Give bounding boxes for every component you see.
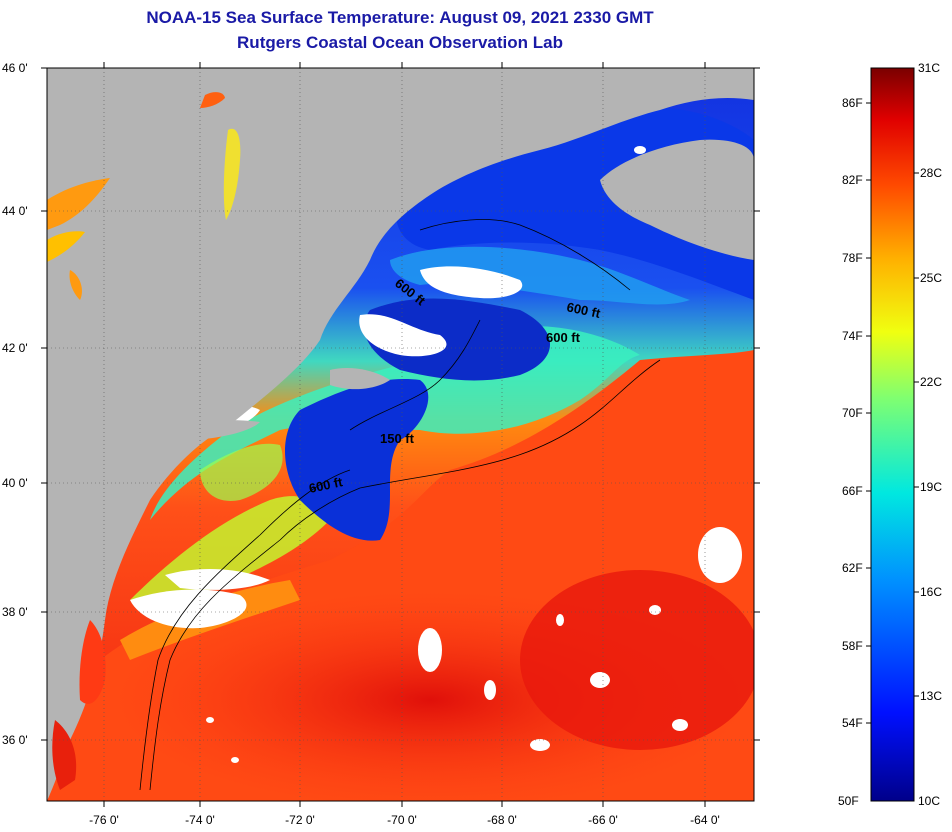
lon-label-72: -72 0'	[285, 813, 315, 827]
isobath-label-600-georges: 600 ft	[546, 330, 581, 345]
lat-label-36: 36 0'	[2, 733, 28, 747]
land-masses	[47, 68, 754, 801]
lon-label-74: -74 0'	[185, 813, 215, 827]
cbar-label-28c: 28C	[920, 166, 942, 180]
cape-cod	[330, 368, 390, 390]
map-plot-area: 600 ft 600 ft 600 ft 150 ft 600 ft	[47, 68, 754, 801]
lon-label-66: -66 0'	[588, 813, 618, 827]
cbar-label-25c: 25C	[920, 271, 942, 285]
cold-water-nantucket	[285, 379, 429, 541]
nova-scotia	[600, 139, 754, 260]
lon-label-68: -68 0'	[487, 813, 517, 827]
map-frame	[46, 67, 755, 802]
cbar-label-16c: 16C	[920, 585, 942, 599]
cbar-label-66f: 66F	[842, 484, 863, 498]
lat-label-44: 44 0'	[2, 204, 28, 218]
cbar-label-86f: 86F	[842, 96, 863, 110]
cbar-label-58f: 58F	[842, 639, 863, 653]
isobath-lines	[139, 219, 661, 791]
gulf-maine-mixing	[390, 246, 690, 305]
isobath-label-150: 150 ft	[380, 431, 415, 446]
colorbar-gradient	[870, 67, 915, 802]
cbar-label-31c: 31C	[918, 61, 940, 75]
map-title: NOAA-15 Sea Surface Temperature: August …	[146, 8, 654, 27]
lat-label-38: 38 0'	[2, 605, 28, 619]
lat-label-40: 40 0'	[2, 476, 28, 490]
lat-label-42: 42 0'	[2, 341, 28, 355]
colorbar-ticks	[866, 102, 919, 724]
cbar-label-54f: 54F	[842, 716, 863, 730]
warm-eddy	[520, 570, 754, 750]
cbar-label-50f: 50F	[838, 794, 859, 808]
us-mainland	[47, 68, 754, 801]
cold-water-gulf-of-maine	[364, 298, 550, 381]
lon-label-70: -70 0'	[387, 813, 417, 827]
inland-waters	[47, 92, 241, 790]
cbar-label-19c: 19C	[920, 480, 942, 494]
isobath-label-600-shelf: 600 ft	[308, 474, 345, 496]
cbar-label-62f: 62F	[842, 561, 863, 575]
hatteras-coast	[47, 700, 70, 801]
mid-shelf-water	[200, 443, 283, 501]
cbar-label-22c: 22C	[920, 375, 942, 389]
cbar-label-13c: 13C	[920, 689, 942, 703]
isobath-label-600-east: 600 ft	[565, 299, 602, 321]
cbar-label-78f: 78F	[842, 251, 863, 265]
map-subtitle: Rutgers Coastal Ocean Observation Lab	[237, 33, 563, 52]
lat-label-46: 46 0'	[2, 61, 28, 75]
cbar-label-10c: 10C	[918, 794, 940, 808]
long-island	[180, 420, 260, 440]
cbar-label-74f: 74F	[842, 329, 863, 343]
lon-label-64: -64 0'	[690, 813, 720, 827]
lon-label-76: -76 0'	[89, 813, 119, 827]
cbar-label-82f: 82F	[842, 173, 863, 187]
temperature-colorbar: 86F 82F 78F 74F 70F 66F 62F 58F 54F 50F …	[838, 61, 942, 808]
axis-ticks	[41, 62, 760, 807]
cbar-label-70f: 70F	[842, 406, 863, 420]
